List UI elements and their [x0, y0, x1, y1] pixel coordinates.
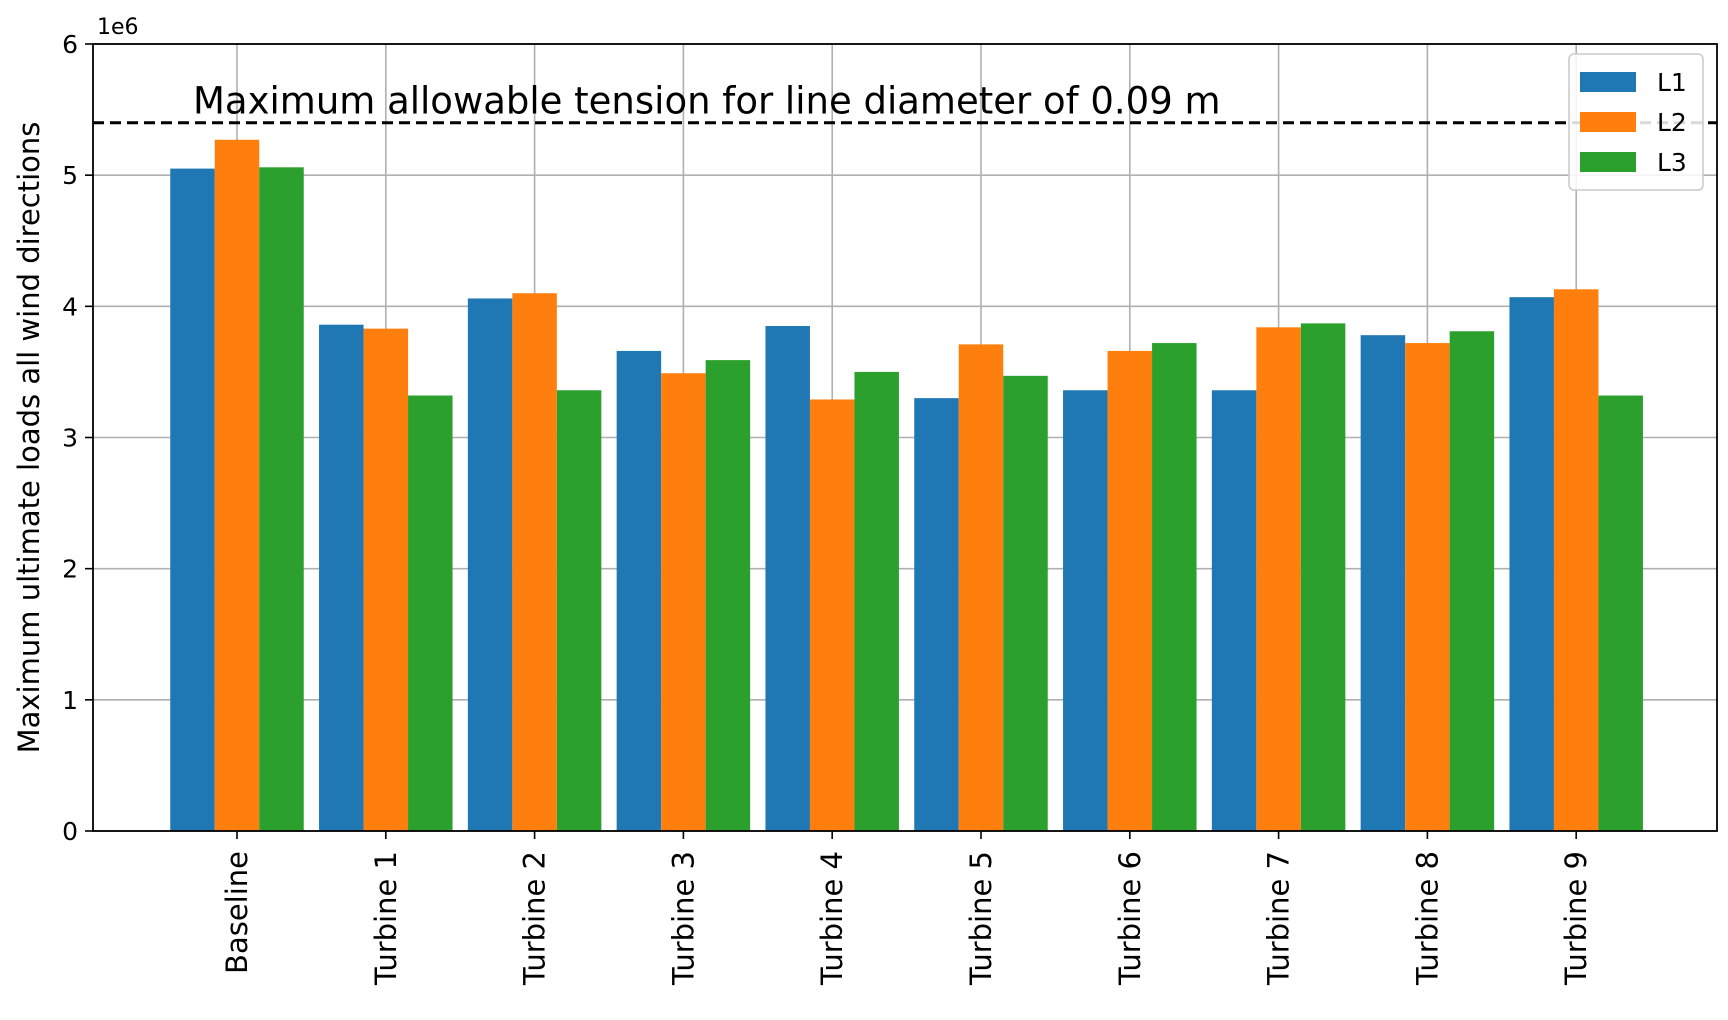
bar-l2	[363, 328, 409, 831]
x-tick-label: Turbine 3	[666, 851, 700, 986]
legend-label-l1: L1	[1657, 68, 1687, 97]
bar-l3	[1598, 395, 1643, 831]
bar-l3	[259, 167, 304, 832]
legend-swatch-l1	[1580, 72, 1636, 92]
x-tick-label: Turbine 7	[1262, 851, 1296, 986]
y-tick-label: 1	[62, 686, 78, 715]
bar-l3	[1003, 375, 1048, 831]
bar-l3	[1300, 323, 1346, 831]
bar-l1	[765, 326, 810, 831]
reference-line-annotation: Maximum allowable tension for line diame…	[193, 80, 1221, 123]
bar-l2	[1256, 327, 1301, 831]
bar-l3	[705, 360, 751, 831]
y-axis-offset-label: 1e6	[97, 15, 139, 40]
bars	[170, 139, 1643, 832]
x-tick-label: Turbine 5	[964, 851, 998, 986]
x-tick-label: Turbine 2	[518, 851, 552, 986]
y-tick-label: 0	[62, 817, 78, 846]
x-tick-label: Turbine 4	[815, 851, 849, 986]
bar-l2	[1405, 343, 1450, 831]
y-axis-label: Maximum ultimate loads all wind directio…	[12, 122, 46, 754]
legend: L1 L2 L3	[1568, 53, 1704, 191]
bar-l2	[1107, 350, 1153, 831]
bar-l2	[1553, 289, 1599, 831]
x-tick-label: Turbine 8	[1410, 851, 1444, 986]
x-axis-ticks: Baseline Turbine 1 Turbine 2 Turbine 3 Turbi…	[220, 831, 1593, 986]
legend-swatch-l2	[1580, 112, 1636, 132]
bar-l2	[661, 373, 706, 831]
bar-l1	[914, 398, 959, 831]
y-tick-label: 2	[62, 555, 78, 584]
x-tick-label: Turbine 1	[369, 851, 403, 986]
y-tick-label: 3	[62, 424, 78, 453]
legend-swatch-l3	[1580, 152, 1636, 172]
y-tick-label: 4	[62, 292, 78, 321]
bar-l3	[408, 395, 453, 831]
bar-l3	[854, 371, 899, 831]
bar-l1	[1211, 390, 1257, 831]
bar-l1	[616, 350, 662, 831]
bar-l3	[1152, 343, 1197, 831]
y-axis-ticks: 0 1 2 3 4 5 6	[62, 30, 93, 846]
bar-l1	[319, 324, 364, 831]
bar-l3	[1449, 331, 1495, 831]
legend-label-l2: L2	[1657, 108, 1687, 137]
x-tick-label: Turbine 9	[1559, 851, 1593, 986]
bar-l2	[958, 344, 1004, 831]
bar-l2	[809, 399, 855, 831]
x-tick-label: Baseline	[220, 851, 254, 974]
y-tick-label: 5	[62, 161, 78, 190]
legend-label-l3: L3	[1657, 148, 1687, 177]
bar-l1	[467, 298, 513, 831]
bar-l2	[512, 293, 557, 831]
bar-l1	[1509, 297, 1554, 831]
bar-l1	[170, 168, 215, 831]
x-tick-label: Turbine 6	[1113, 851, 1147, 986]
bar-l1	[1063, 390, 1108, 831]
bar-l1	[1360, 335, 1406, 831]
bar-l2	[214, 139, 260, 832]
bar-l3	[556, 390, 602, 831]
y-tick-label: 6	[62, 30, 78, 59]
